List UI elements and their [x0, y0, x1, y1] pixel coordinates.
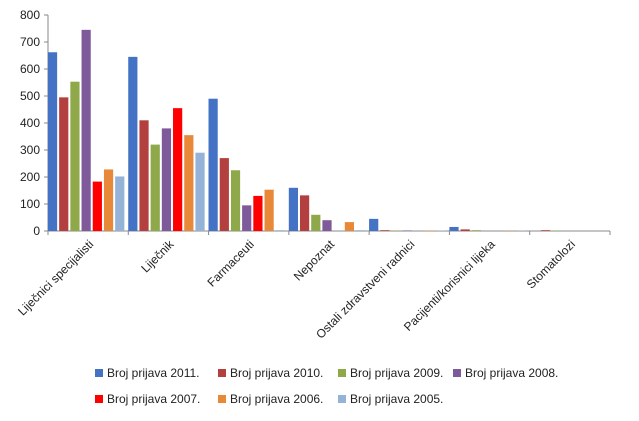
bar: [300, 195, 310, 231]
legend: Broj prijava 2011. Broj prijava 2010. Broj…: [95, 366, 558, 406]
bar: [275, 230, 285, 231]
y-tick-label: 700: [20, 35, 40, 49]
legend-label: Broj prijava 2008.: [465, 366, 558, 380]
y-tick-label: 200: [20, 170, 40, 184]
legend-label: Broj prijava 2006.: [230, 392, 323, 406]
bar: [322, 220, 332, 231]
category-label: Nepoznat: [291, 237, 338, 284]
category-labels: Liječnici specijalisti Liječnik Farmaceuti…: [15, 237, 578, 342]
bar: [425, 230, 435, 231]
bar: [460, 229, 470, 231]
bar: [150, 144, 160, 231]
bar: [253, 195, 263, 231]
bar: [344, 222, 354, 231]
bar: [391, 230, 401, 231]
legend-label: Broj prijava 2007.: [107, 392, 200, 406]
bar: [311, 214, 321, 231]
legend-label: Broj prijava 2009.: [350, 366, 443, 380]
y-tick-label: 100: [20, 197, 40, 211]
bar: [369, 218, 379, 231]
bar: [356, 230, 366, 231]
y-tick-label: 600: [20, 62, 40, 76]
bar: [264, 189, 274, 231]
bar: [208, 98, 218, 231]
axes: 0 100 200 300 400 500 600 700 800: [20, 8, 611, 238]
legend-swatch: [453, 369, 461, 377]
y-tick-label: 400: [20, 116, 40, 130]
bar: [139, 120, 149, 231]
category-label: Stomatolozi: [524, 237, 578, 291]
legend-swatch: [338, 369, 346, 377]
legend-label: Broj prijava 2005.: [350, 392, 443, 406]
bars: [47, 29, 562, 232]
bar: [195, 152, 205, 231]
y-tick-label: 800: [20, 8, 40, 22]
bar: [92, 181, 102, 231]
bar: [552, 230, 562, 231]
legend-label: Broj prijava 2010.: [230, 366, 323, 380]
category-label: Farmaceuti: [204, 237, 256, 289]
legend-swatch: [95, 395, 103, 403]
bar: [380, 230, 390, 231]
bar: [70, 81, 80, 231]
bar: [81, 29, 91, 231]
bar: [161, 128, 172, 231]
bar: [449, 226, 459, 231]
bar: [47, 52, 58, 232]
bar: [184, 135, 194, 231]
y-tick-label: 500: [20, 89, 40, 103]
category-label: Pacijenti/korisnici lijeka: [401, 237, 498, 334]
bar: [242, 205, 252, 231]
bar: [540, 230, 551, 231]
bar: [103, 169, 114, 231]
category-label: Liječnik: [138, 237, 177, 276]
bar: [219, 158, 229, 231]
category-label: Liječnici specijalisti: [15, 237, 96, 318]
legend-swatch: [95, 369, 103, 377]
legend-swatch: [218, 369, 226, 377]
legend-swatch: [338, 395, 346, 403]
bar: [173, 108, 183, 231]
bar: [288, 187, 298, 231]
bar: [230, 170, 241, 231]
y-tick-label: 0: [33, 224, 40, 238]
y-tick-label: 300: [20, 143, 40, 157]
bar: [128, 56, 138, 231]
bar: [471, 230, 481, 231]
bar: [402, 230, 412, 231]
bar: [115, 176, 125, 231]
bar: [59, 97, 69, 231]
legend-swatch: [218, 395, 226, 403]
legend-label: Broj prijava 2011.: [107, 366, 200, 380]
